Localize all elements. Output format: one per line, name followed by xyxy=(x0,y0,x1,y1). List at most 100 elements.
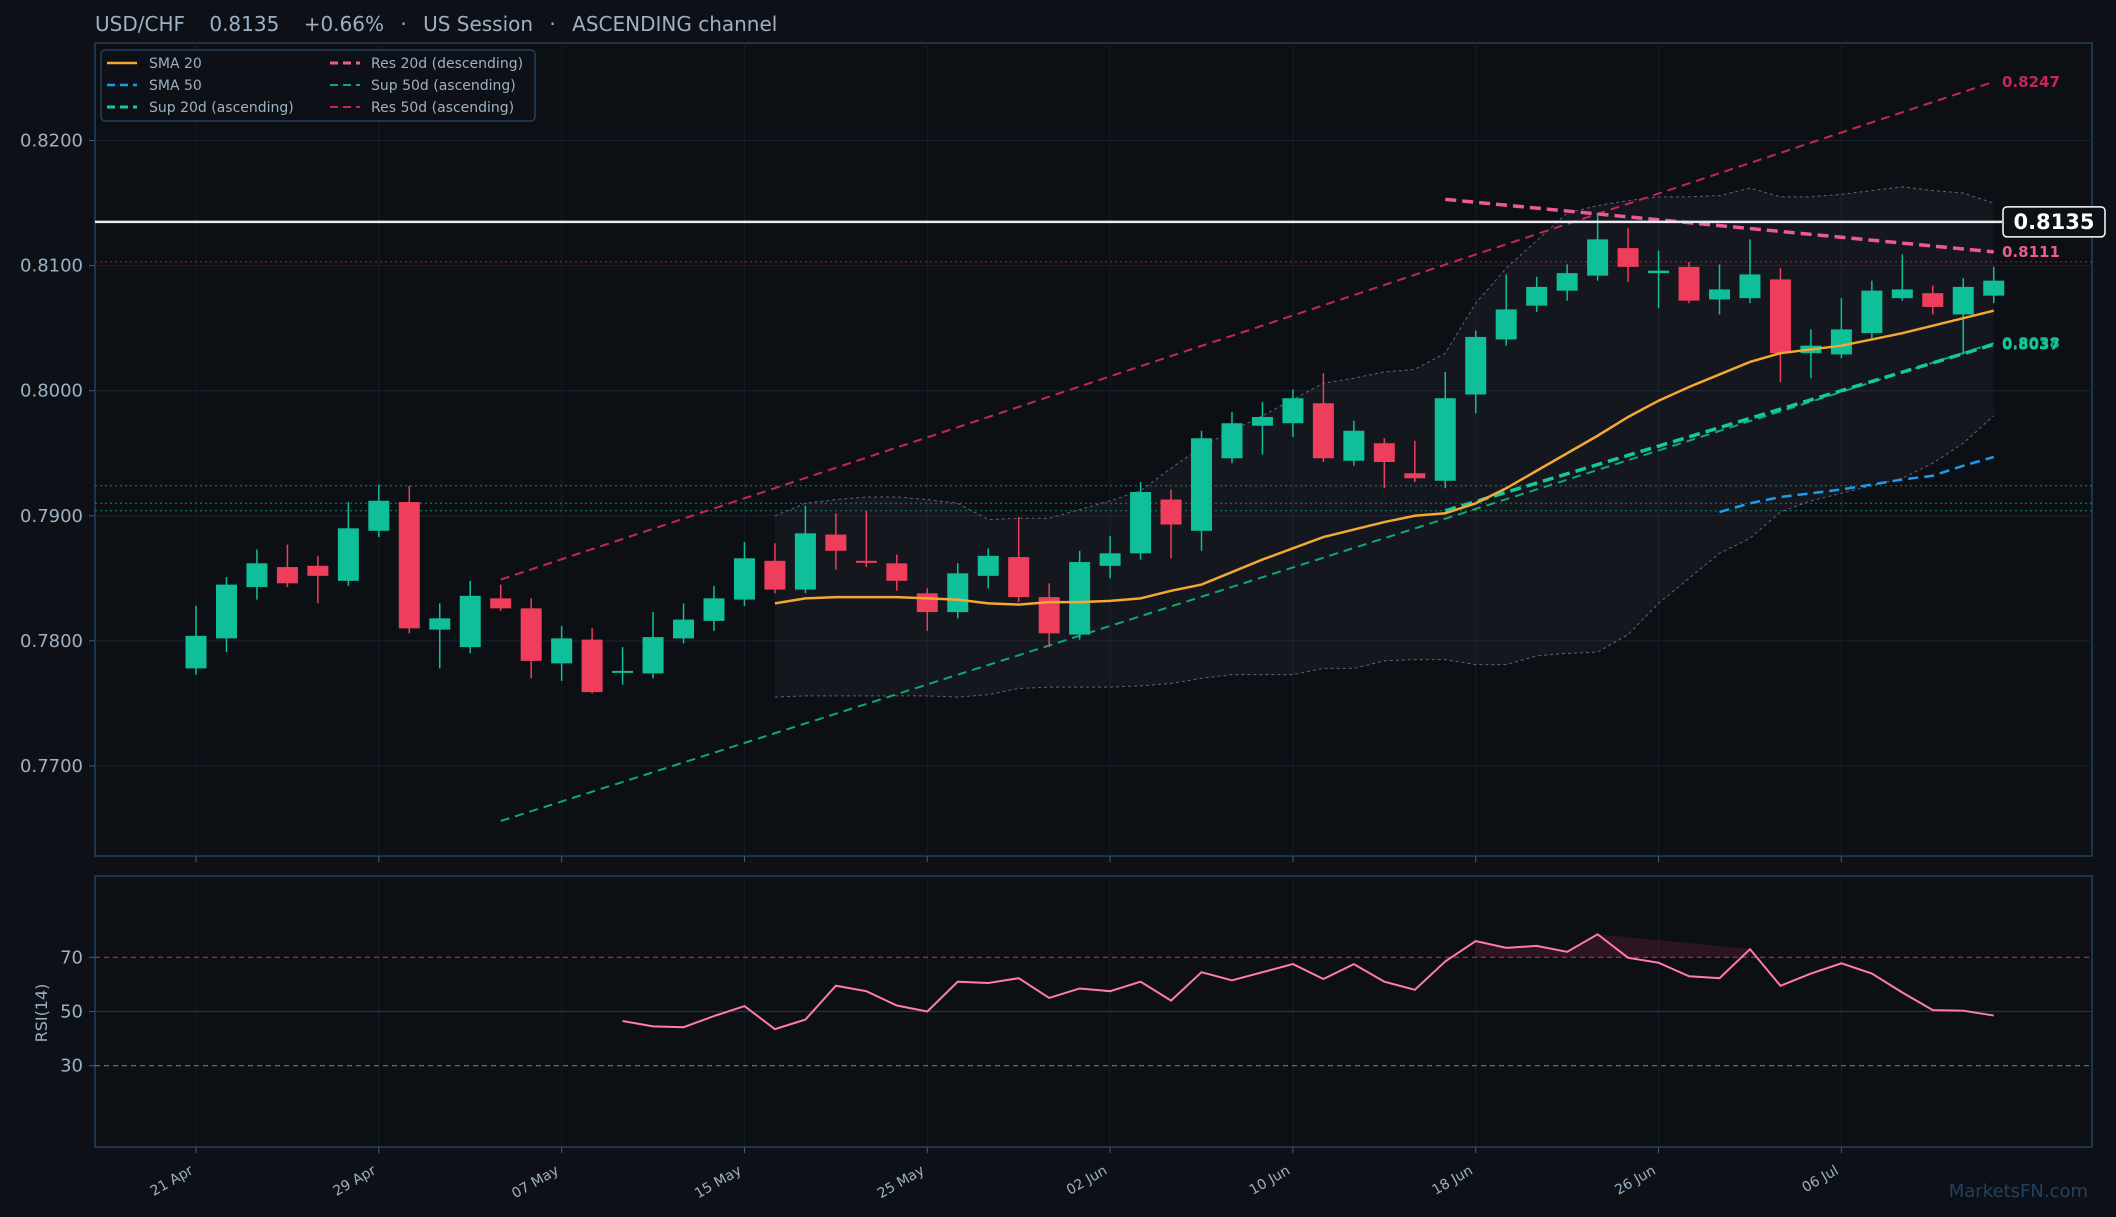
candle-body xyxy=(1160,499,1182,525)
title-sep-2: · xyxy=(549,12,555,36)
candle-body xyxy=(581,639,603,693)
candle-body xyxy=(551,638,573,664)
title-pair: USD/CHF xyxy=(95,12,185,36)
candle-body xyxy=(215,584,237,639)
rsi-axis-label: RSI(14) xyxy=(32,984,51,1043)
y-tick-label: 0.8000 xyxy=(20,381,83,402)
candle-body xyxy=(1343,430,1365,461)
candle-body xyxy=(1922,293,1944,307)
legend-label-res50: Res 50d (ascending) xyxy=(371,100,514,116)
candle-body xyxy=(1130,492,1152,554)
sma20-line xyxy=(774,309,1995,606)
candle-body xyxy=(246,563,268,588)
candle-body xyxy=(490,598,512,609)
current-price-badge: 0.8135 xyxy=(2002,206,2106,238)
candle-body xyxy=(916,593,938,613)
candle-body xyxy=(673,619,695,639)
candle-body xyxy=(703,598,725,621)
candle-body xyxy=(1434,398,1456,481)
candle-body xyxy=(1587,239,1609,276)
candle-body xyxy=(1495,309,1517,340)
candle-body xyxy=(733,558,755,600)
right-price-label: 0.8038 xyxy=(2002,334,2060,352)
title-change: +0.66% xyxy=(304,12,384,36)
rsi-layer: 30 50 70 xyxy=(60,933,2092,1077)
title-sep-1: · xyxy=(400,12,406,36)
rsi-tick-label: 70 xyxy=(60,947,83,968)
candle-body xyxy=(855,560,877,563)
right-price-label: 0.8037 xyxy=(2002,335,2060,353)
candle-body xyxy=(1769,279,1791,354)
candle-body xyxy=(276,567,298,584)
chart-title: USD/CHF 0.8135 +0.66% · US Session · ASC… xyxy=(95,12,777,36)
candle-body xyxy=(398,502,420,629)
res-20d-line xyxy=(1445,197,1994,254)
y-tick-label: 0.7900 xyxy=(20,506,83,527)
candle-body xyxy=(947,573,969,613)
y-tick-label: 0.8200 xyxy=(20,131,83,152)
candle-body xyxy=(1465,336,1487,395)
candle-body xyxy=(612,670,634,673)
candle-body xyxy=(1251,416,1273,426)
candle-body xyxy=(1648,270,1670,274)
candle-body xyxy=(1556,273,1578,291)
rsi-line xyxy=(622,933,1994,1031)
candle-body xyxy=(1830,329,1852,355)
watermark: MarketsFN.com xyxy=(1949,1181,2088,1202)
candle-body xyxy=(1983,280,2005,296)
y-tick-label: 0.7800 xyxy=(20,631,83,652)
candle-body xyxy=(1891,289,1913,299)
right-price-label: 0.8111 xyxy=(2002,243,2060,261)
title-pattern: ASCENDING channel xyxy=(572,12,777,36)
bollinger-upper xyxy=(774,186,1994,521)
candle-body xyxy=(1191,438,1213,531)
candle-body xyxy=(1709,289,1730,300)
candle-body xyxy=(1282,398,1304,424)
price-panel xyxy=(94,42,2093,857)
candle-body xyxy=(1678,266,1700,301)
legend-label-sup50: Sup 50d (ascending) xyxy=(371,78,516,94)
candle-body xyxy=(1373,443,1395,463)
candle-body xyxy=(1739,274,1761,299)
candle-body xyxy=(642,637,664,674)
candle-body xyxy=(307,565,329,576)
candle-body xyxy=(1952,286,1974,315)
legend-label-sma50: SMA 50 xyxy=(149,78,202,94)
current-price-badge-text: 0.8135 xyxy=(2013,210,2094,234)
candle-body xyxy=(337,528,359,581)
candles-layer xyxy=(185,213,2005,694)
title-session: US Session xyxy=(423,12,533,36)
candle-body xyxy=(1617,248,1639,267)
candle-body xyxy=(1404,473,1426,479)
candle-body xyxy=(1038,597,1060,634)
candle-body xyxy=(825,534,847,551)
candle-body xyxy=(886,563,908,581)
sma50-line xyxy=(1719,455,1995,514)
candle-body xyxy=(429,618,451,630)
candle-body xyxy=(1312,403,1334,459)
candle-body xyxy=(1099,553,1121,566)
title-price: 0.8135 xyxy=(209,12,279,36)
candle-body xyxy=(1008,557,1030,598)
candle-body xyxy=(1221,423,1243,459)
current-price-badge-box xyxy=(2002,206,2106,238)
y-tick-label: 0.8100 xyxy=(20,256,83,277)
y-tick-label: 0.7700 xyxy=(20,756,83,777)
candle-body xyxy=(1069,562,1091,635)
candle-body xyxy=(794,533,816,590)
sup-20d-line xyxy=(1444,342,1995,513)
candle-body xyxy=(977,555,999,576)
bollinger-lower xyxy=(774,415,1995,698)
candle-body xyxy=(459,595,481,648)
legend-label-sma20: SMA 20 xyxy=(149,56,202,72)
rsi-tick-label: 50 xyxy=(60,1002,83,1023)
legend-label-res20: Res 20d (descending) xyxy=(371,56,523,72)
res-50d-line xyxy=(500,80,1995,581)
legend-label-sup20: Sup 20d (ascending) xyxy=(149,100,294,116)
candle-body xyxy=(1526,286,1548,306)
candle-body xyxy=(764,560,786,590)
sma-layer xyxy=(774,309,1995,606)
candle-body xyxy=(1861,290,1883,334)
